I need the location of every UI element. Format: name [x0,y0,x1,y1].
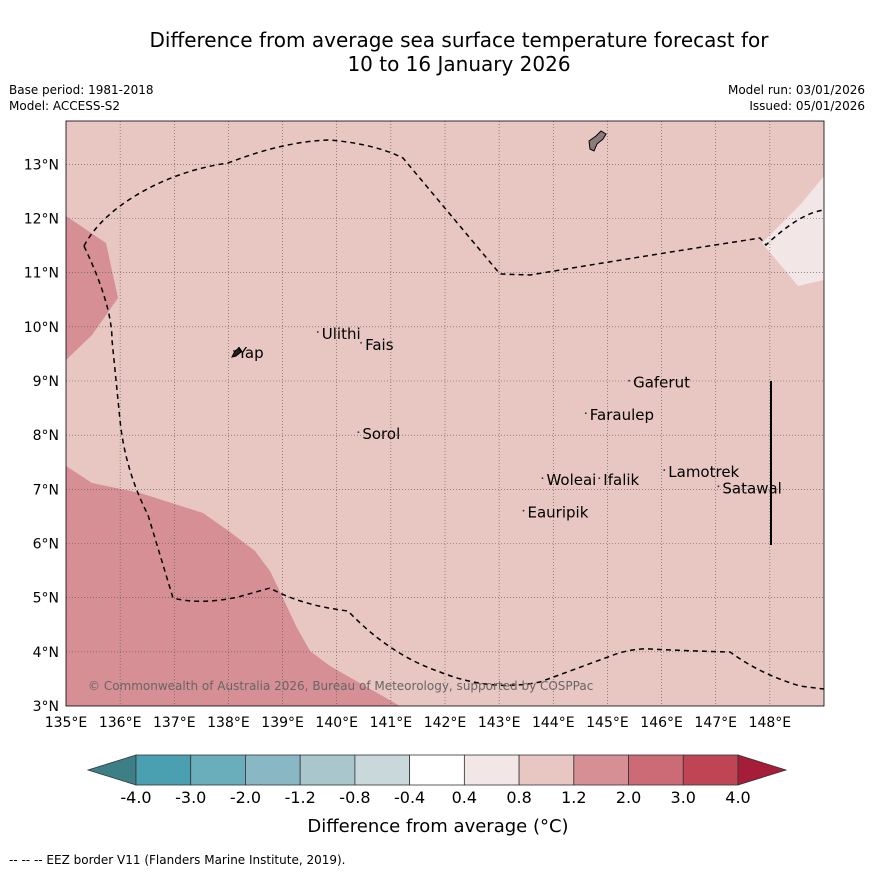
model-run: Model run: 03/01/2026 [727,83,865,97]
model-name: Model: ACCESS-S2 [9,99,121,113]
eez-border-south [83,245,824,690]
place-label-lamotrek: Lamotrek [668,463,739,481]
colorbar-segment [682,754,739,786]
meta-right: Model run: 03/01/2026 Issued: 05/01/2026 [728,82,865,114]
lat-tick-label: 6°N [33,537,59,553]
lon-tick-label: 148°E [749,715,792,731]
island-dot [584,412,587,415]
island-dot [628,379,630,382]
colorbar-segment [628,754,684,786]
place-label-ulithi: Ulithi [322,325,361,343]
colorbar-tick-label: 3.0 [671,788,696,807]
lon-tick-label: 147°E [694,715,737,731]
island-dot [357,431,360,434]
island-dot [522,509,525,512]
yap-island [231,347,242,358]
lat-tick-label: 5°N [33,591,59,607]
colorbar-tick-label: 4.0 [725,788,750,807]
colorbar-segment [409,754,465,786]
longitude-ticks: 135°E 136°E 137°E 138°E 139°E 140°E 141°E 142°E… [45,715,791,731]
island-dot [663,469,666,471]
island-dot [316,331,319,333]
lon-tick-label: 139°E [261,715,304,731]
colorbar-segment [299,754,356,786]
eez-legend-note: -- -- -- EEZ border V11 (Flanders Marine… [9,853,346,867]
meta-left: Base period: 1981-2018 Model: ACCESS-S2 [9,82,154,114]
colorbar-segment [518,754,575,786]
latitude-ticks: 3°N 4°N 5°N 6°N 7°N 8°N 9°N 10°N 11°N 12°N 13°N [24,157,59,715]
lon-tick-label: 140°E [315,715,358,731]
colorbar-segment [135,754,192,786]
lon-tick-label: 144°E [532,715,575,731]
colorbar-lower-extend [86,754,137,786]
lon-tick-label: 136°E [99,715,142,731]
lon-tick-label: 138°E [207,715,250,731]
colorbar-label: Difference from average (°C) [307,816,568,837]
colorbar-segment [573,754,629,786]
island-dot [541,477,544,480]
place-label-fais: Fais [365,336,394,354]
colorbar-segment [245,754,301,786]
lat-tick-label: 8°N [33,428,59,444]
warm-anomaly-patch-north [66,216,118,360]
lat-tick-label: 4°N [33,645,59,661]
island-dot [360,341,362,344]
place-label-yap: Yap [237,344,264,362]
colorbar-tick-label: 1.2 [561,788,586,807]
island-dot [717,485,720,488]
guam-island [588,130,607,152]
colorbar-segment [354,754,411,786]
island-dot [598,477,601,480]
lon-tick-label: 145°E [586,715,629,731]
island-dot [232,350,235,352]
lon-tick-label: 135°E [45,715,88,731]
place-label-woleai: Woleai [546,471,596,489]
colorbar-tick-label: -0.8 [339,788,370,807]
place-label-gaferut: Gaferut [633,374,690,392]
lon-tick-label: 137°E [153,715,196,731]
lat-tick-label: 11°N [24,266,59,282]
lat-tick-label: 12°N [24,212,59,228]
chart-title: Difference from average sea surface temp… [0,28,873,76]
colorbar-tick-label: -2.0 [230,788,261,807]
colorbar-upper-extend [737,754,788,786]
lat-tick-label: 10°N [24,320,59,336]
title-line-1: Difference from average sea surface temp… [149,28,769,52]
lat-tick-label: 7°N [33,482,59,498]
colorbar-segment [463,754,520,786]
place-label-faraulep: Faraulep [590,406,654,424]
cool-anomaly-patch [762,176,824,286]
lat-tick-label: 13°N [24,157,59,173]
colorbar-tick-label: 2.0 [616,788,641,807]
lat-tick-label: 9°N [33,374,59,390]
colorbar-tick-label: -1.2 [285,788,316,807]
base-period: Base period: 1981-2018 [9,83,154,97]
lon-tick-label: 146°E [640,715,683,731]
copyright-notice: © Commonwealth of Australia 2026, Bureau… [88,679,593,693]
colorbar-tick-label: 0.8 [506,788,531,807]
map-frame [65,120,825,707]
colorbar-tick-label: -3.0 [175,788,206,807]
title-line-2: 10 to 16 January 2026 [347,52,571,76]
colorbar-segment [190,754,246,786]
lon-tick-label: 141°E [370,715,413,731]
place-label-sorol: Sorol [362,425,400,443]
place-label-ifalik: Ifalik [603,471,639,489]
colorbar-tick-label: 0.4 [452,788,477,807]
place-label-eauripik: Eauripik [528,504,589,522]
warm-anomaly-patch-south [66,466,400,706]
colorbar-tick-label: -4.0 [120,788,151,807]
place-label-satawal: Satawal [722,479,781,497]
lon-tick-label: 143°E [478,715,521,731]
colorbar-tick-label: -0.4 [394,788,425,807]
colorbar: -4.0 -3.0 -2.0 -1.2 -0.8 -0.4 0.4 0.8 1.2 2.0 3.0 4… [86,754,788,807]
lon-tick-label: 142°E [424,715,467,731]
gridlines [66,121,824,706]
issued-date: Issued: 05/01/2026 [749,99,865,113]
eez-border-north [83,139,824,276]
lat-tick-label: 3°N [33,699,59,715]
